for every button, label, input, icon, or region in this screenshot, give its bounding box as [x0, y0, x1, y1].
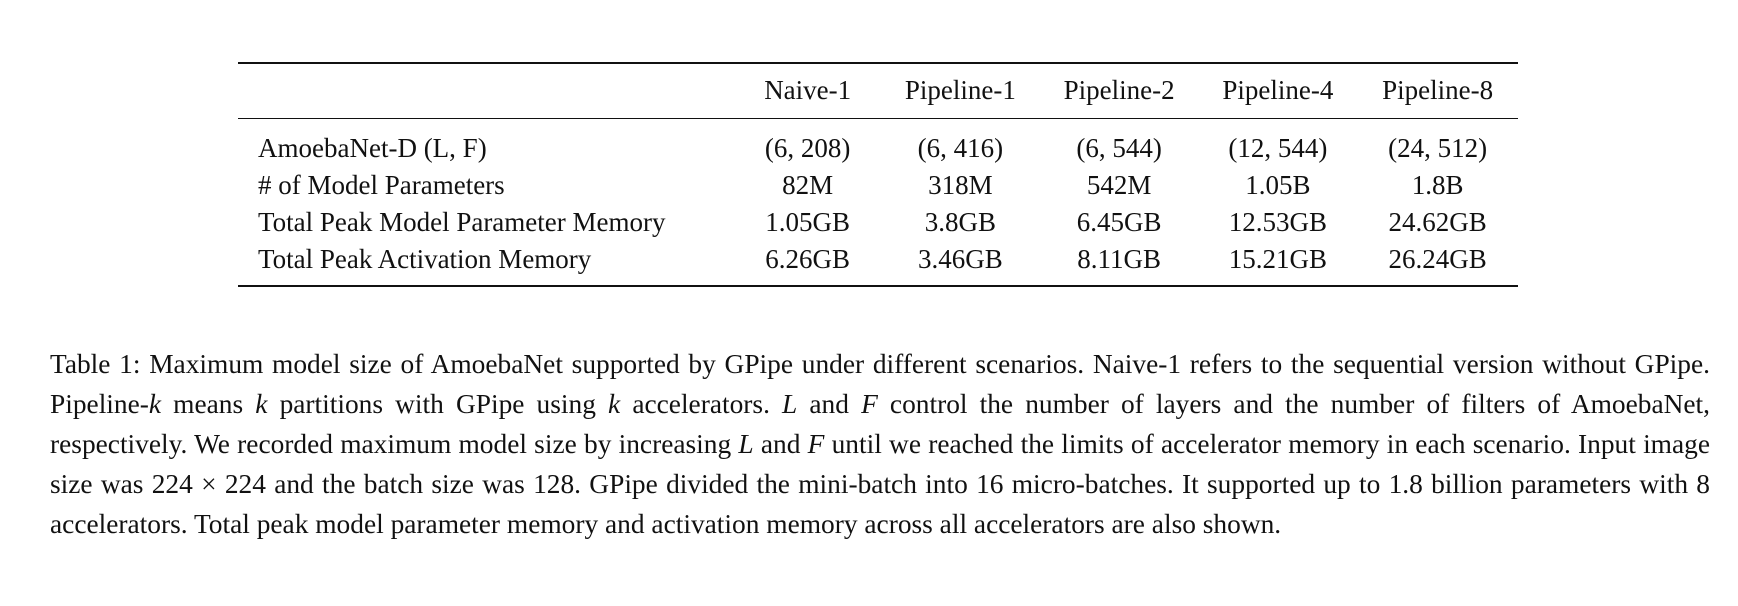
header-pipeline-1: Pipeline-1: [904, 75, 1016, 105]
row-label: Total Peak Model Parameter Memory: [258, 207, 666, 237]
table-cell: 8.11GB: [1077, 244, 1161, 274]
table-row: Total Peak Activation Memory 6.26GB 3.46…: [238, 241, 1518, 286]
row-label: AmoebaNet-D (L, F): [258, 133, 487, 163]
table-cell: 24.62GB: [1388, 207, 1487, 237]
table-cell: 15.21GB: [1228, 244, 1327, 274]
row-label: Total Peak Activation Memory: [258, 244, 592, 274]
header-naive-1: Naive-1: [764, 75, 852, 105]
caption-math: L: [738, 429, 754, 459]
table-header: Naive-1 Pipeline-1 Pipeline-2 Pipeline-4…: [238, 63, 1518, 119]
caption-math: F: [861, 389, 878, 419]
table-cell: (6, 544): [1076, 133, 1162, 163]
caption-math: F: [807, 429, 825, 459]
header-row: Naive-1 Pipeline-1 Pipeline-2 Pipeline-4…: [238, 63, 1518, 119]
caption-text: and: [797, 389, 862, 419]
table-cell: (6, 416): [917, 133, 1004, 163]
caption-text: Table 1: Maximum model size of AmoebaNet…: [50, 349, 1710, 419]
table-cell: 1.05B: [1245, 170, 1311, 200]
table-cell: (12, 544): [1228, 133, 1328, 163]
caption-math: k: [255, 389, 268, 419]
caption-text: until we reached the limits of accelerat…: [50, 429, 1710, 539]
caption-math: k: [148, 389, 162, 419]
table-row: Total Peak Model Parameter Memory 1.05GB…: [238, 204, 1518, 241]
table-cell: 82M: [782, 170, 834, 200]
table-body: AmoebaNet-D (L, F) (6, 208) (6, 416) (6,…: [238, 119, 1518, 286]
table-cell: 1.05GB: [765, 207, 851, 237]
table-cell: 26.24GB: [1388, 244, 1487, 274]
table-cell: (6, 208): [764, 133, 851, 163]
table-cell: 3.8GB: [924, 207, 997, 237]
table-cell: 318M: [928, 170, 993, 200]
table-cell: 542M: [1086, 170, 1152, 200]
caption-text: means: [161, 389, 256, 419]
table-cell: 6.26GB: [765, 244, 851, 274]
header-empty-cell: [238, 63, 734, 119]
results-table: Naive-1 Pipeline-1 Pipeline-2 Pipeline-4…: [238, 62, 1518, 287]
table-caption: Table 1: Maximum model size of AmoebaNet…: [50, 344, 1710, 544]
table-row: AmoebaNet-D (L, F) (6, 208) (6, 416) (6,…: [238, 119, 1518, 168]
table-row: # of Model Parameters 82M 318M 542M 1.05…: [238, 167, 1518, 204]
table-cell: 6.45GB: [1076, 207, 1162, 237]
header-pipeline-4: Pipeline-4: [1222, 75, 1334, 105]
caption-math: k: [608, 389, 621, 419]
table-cell: 1.8B: [1411, 170, 1464, 200]
caption-text: partitions with GPipe using: [267, 389, 609, 419]
row-label: # of Model Parameters: [258, 170, 505, 200]
caption-text: accelerators.: [620, 389, 783, 419]
caption-text: and: [753, 429, 808, 459]
header-pipeline-2: Pipeline-2: [1063, 75, 1175, 105]
table-cell: (24, 512): [1388, 133, 1488, 163]
caption-text: control the number of layers and the num…: [50, 389, 1711, 459]
caption-math: L: [782, 389, 798, 419]
table-cell: 3.46GB: [918, 244, 1003, 274]
table-cell: 12.53GB: [1228, 207, 1327, 237]
header-pipeline-8: Pipeline-8: [1382, 75, 1494, 105]
